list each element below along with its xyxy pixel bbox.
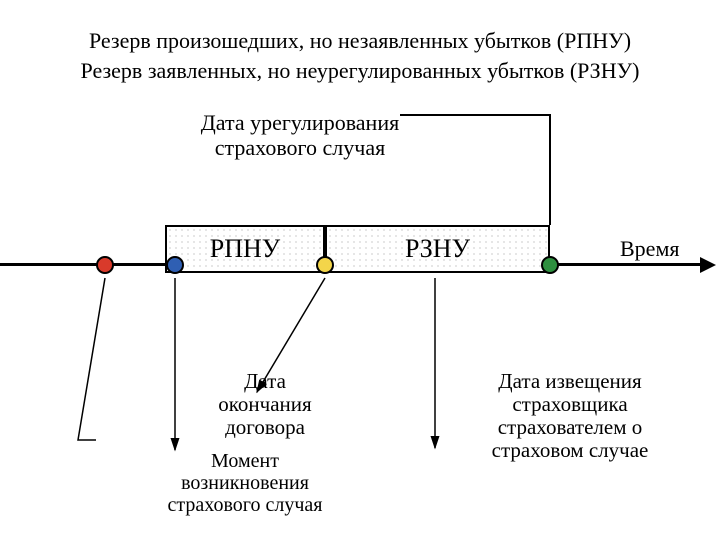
caption-moment-l0: Момент	[211, 450, 279, 472]
rznu-label: РЗНУ	[405, 234, 470, 264]
caption-date-end-l1: окончания	[218, 392, 311, 416]
rpnu-label: РПНУ	[210, 234, 280, 264]
caption-notify-l0: Дата извещения	[498, 369, 641, 393]
title-line-1: Резерв произошедших, но незаявленных убы…	[0, 28, 720, 54]
caption-date-end-l2: договора	[225, 415, 305, 439]
settlement-date-label-l2: страхового случая	[215, 135, 385, 160]
caption-notify: Дата извещения страховщика страхователем…	[450, 370, 690, 462]
caption-moment-l1: возникновения	[181, 472, 309, 494]
title-line-2: Резерв заявленных, но неурегулированных …	[0, 58, 720, 84]
caption-moment-l2: страхового случая	[168, 494, 323, 516]
time-axis-label: Время	[620, 236, 710, 262]
blue-point	[166, 256, 184, 274]
caption-date-end: Дата окончания договора	[190, 370, 340, 439]
settlement-date-label: Дата урегулирования страхового случая	[170, 110, 430, 161]
caption-date-end-l0: Дата	[244, 369, 286, 393]
caption-notify-l1: страховщика	[512, 392, 627, 416]
green-point	[541, 256, 559, 274]
caption-notify-l3: страховом случае	[492, 438, 649, 462]
caption-moment: Момент возникновения страхового случая	[135, 450, 355, 516]
yellow-point	[316, 256, 334, 274]
rznu-box: РЗНУ	[325, 225, 550, 273]
caption-notify-l2: страхователем о	[498, 415, 643, 439]
arrow-red	[78, 278, 105, 440]
red-point	[96, 256, 114, 274]
settlement-date-label-l1: Дата урегулирования	[201, 110, 399, 135]
diagram-canvas: Резерв произошедших, но незаявленных убы…	[0, 0, 720, 540]
rpnu-box: РПНУ	[165, 225, 325, 273]
